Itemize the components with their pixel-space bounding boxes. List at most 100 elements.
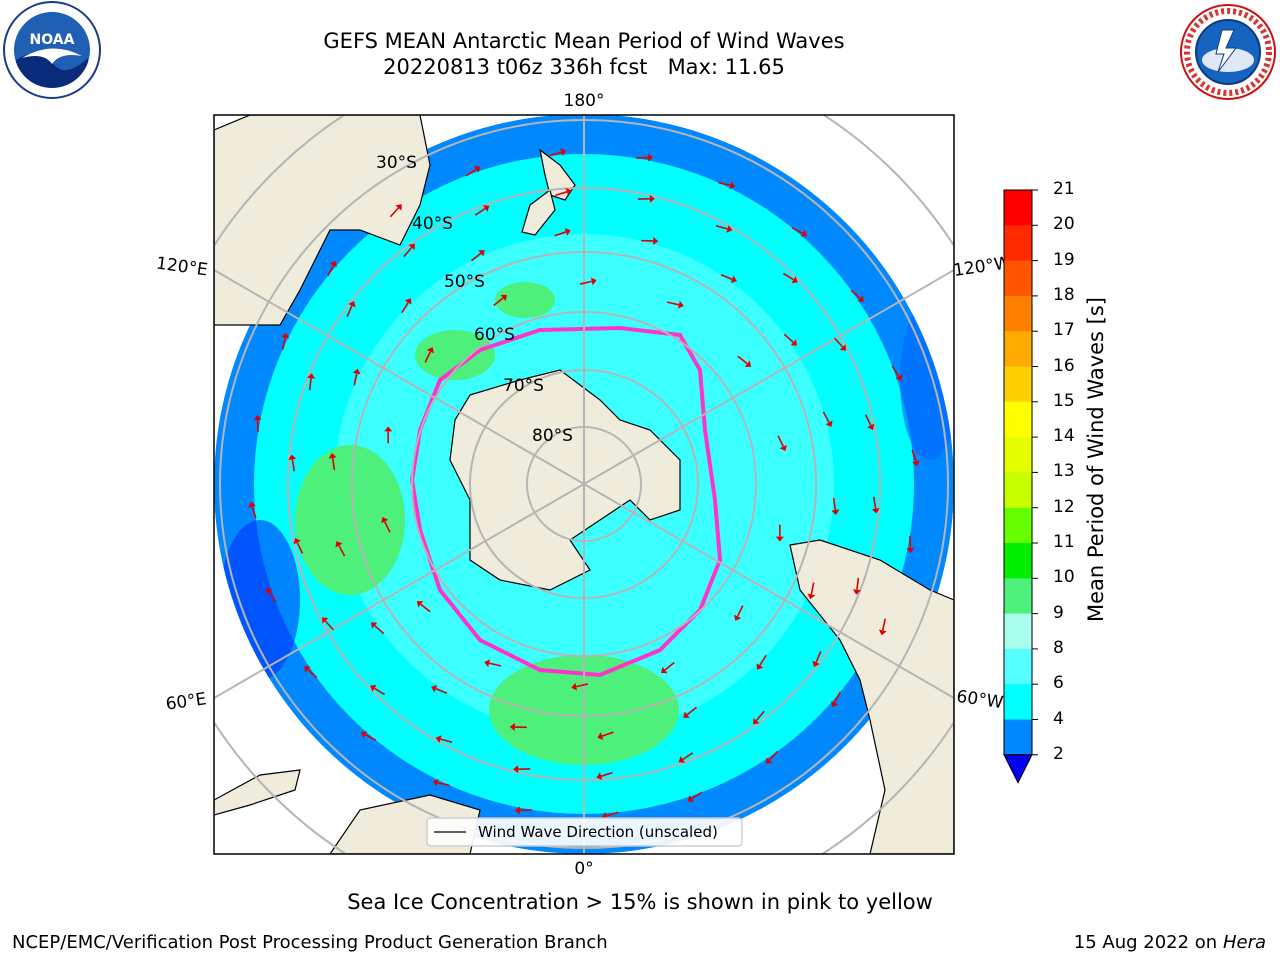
colorbar [1003, 189, 1038, 784]
colorbar-segment [1004, 648, 1032, 685]
wave-direction-arrow [435, 687, 448, 694]
wave-direction-arrowhead [687, 795, 694, 803]
wave-direction-arrow [256, 419, 259, 432]
wave-direction-arrowhead [753, 717, 760, 725]
wave-direction-arrow [911, 449, 917, 462]
wave-direction-arrowhead [653, 236, 659, 245]
wave-direction-arrowhead [483, 205, 490, 212]
wave-direction-arrowhead [831, 700, 839, 708]
colorbar-tick-label: 12 [1053, 496, 1075, 517]
lon-label-0: 0° [574, 859, 593, 879]
lat-label-40s: 40°S [412, 214, 453, 234]
wave-direction-arrowhead [265, 587, 273, 594]
wave-direction-arrowhead [825, 420, 833, 427]
colorbar-segment [1004, 543, 1032, 579]
wave-direction-arrow [488, 662, 501, 667]
wave-direction-arrowhead [384, 426, 393, 432]
wave-direction-arrow [403, 246, 413, 258]
colorbar-tick-label: 10 [1053, 567, 1075, 588]
map-frame [213, 114, 955, 855]
wave-direction-arrow [720, 274, 733, 281]
wave-direction-arrow [555, 191, 568, 197]
wave-direction-arrowhead [435, 735, 442, 743]
colorbar-segment [1004, 507, 1032, 544]
wave-direction-arrowhead [432, 778, 439, 787]
lon-label-180: 180° [564, 91, 605, 111]
wave-direction-arrowhead [878, 629, 887, 636]
wave-direction-arrowhead [590, 277, 597, 286]
wave-direction-arrow [601, 731, 614, 737]
wave-direction-arrowhead [408, 243, 415, 251]
colorbar-tick-label: 21 [1053, 179, 1075, 199]
wave-direction-arrow [401, 302, 409, 314]
wave-direction-arrow [291, 459, 296, 472]
wave-direction-arrowhead [597, 732, 604, 740]
wave-direction-arrowhead [565, 188, 572, 196]
wind-wave-arrows [248, 148, 920, 820]
australia-landmass [214, 115, 431, 326]
wave-direction-arrowhead [500, 294, 507, 302]
wave-direction-arrowhead [678, 300, 684, 309]
wave-direction-arrow [686, 706, 698, 716]
lat-label-70s: 70°S [503, 376, 544, 396]
wave-direction-arrow [850, 289, 861, 300]
wave-direction-arrowhead [596, 772, 603, 780]
colorbar-segment [1004, 613, 1032, 650]
colorbar-tick-label: 20 [1053, 214, 1075, 235]
wave-direction-arrow [864, 414, 872, 426]
wave-direction-arrow [834, 337, 844, 348]
wave-direction-arrowhead [790, 339, 798, 346]
wave-direction-arrowhead [571, 682, 578, 691]
wave-direction-arrow [554, 231, 567, 237]
colorbar-extend-triangle [1003, 754, 1033, 784]
wave-direction-arrowhead [852, 589, 861, 595]
colorbar-tick-label: 18 [1053, 284, 1075, 305]
wave-direction-arrow [519, 809, 532, 812]
wave-direction-arrowhead [649, 194, 655, 203]
wave-direction-arrow [324, 620, 334, 631]
colorbar-tick-label: 17 [1053, 320, 1075, 341]
land-masses [214, 115, 954, 854]
wave-direction-arrowhead [779, 444, 787, 451]
wave-direction-arrowhead [484, 659, 490, 668]
wave-direction-arrow [493, 297, 504, 307]
colorbar-segment [1004, 684, 1032, 720]
wave-direction-arrowhead [370, 684, 377, 692]
colorbar-segment [1004, 472, 1032, 509]
wave-direction-arrow [759, 654, 767, 666]
wave-direction-arrow [465, 168, 477, 177]
wave-direction-arrowhead [426, 347, 435, 354]
wave-direction-arrowhead [404, 298, 412, 305]
wave-direction-arrow [664, 661, 675, 671]
wave-direction-arrow [600, 771, 613, 777]
lat-label-50s: 50°S [444, 272, 485, 292]
wave-direction-arrow [470, 252, 482, 262]
wave-direction-arrow [768, 750, 779, 761]
wave-direction-arrowhead [474, 165, 481, 173]
wave-direction-arrow [346, 305, 353, 317]
colorbar-segment [1004, 719, 1032, 756]
wave-direction-arrow [777, 435, 785, 447]
wave-direction-arrowhead [756, 663, 764, 670]
map-subtitle: 20220813 t06z 336h fcst Max: 11.65 [383, 55, 785, 79]
wave-direction-arrowhead [304, 666, 311, 673]
wave-direction-arrow [331, 457, 336, 470]
legend-label: Wind Wave Direction (unscaled) [478, 823, 718, 841]
wave-direction-arrow [389, 207, 400, 218]
colorbar-title: Mean Period of Wind Waves [s] [1084, 297, 1108, 622]
wave-direction-arrow [251, 506, 257, 519]
wave-direction-arrowhead [514, 806, 521, 815]
wave-direction-arrow [474, 207, 486, 216]
wave-direction-arrow [881, 618, 887, 631]
wave-direction-arrowhead [867, 423, 875, 430]
wave-direction-arrowhead [729, 181, 736, 190]
wave-direction-arrowhead [370, 622, 378, 629]
wave-direction-arrowhead [744, 360, 752, 367]
wave-direction-arrowhead [335, 541, 343, 548]
wave-direction-arrow [783, 333, 794, 343]
wave-direction-arrowhead [661, 666, 668, 674]
wave-direction-arrow [736, 605, 744, 617]
wave-direction-arrowhead [248, 501, 256, 508]
wave-direction-arrowhead [812, 660, 820, 667]
footer-left: NCEP/EMC/Verification Post Processing Pr… [12, 932, 608, 953]
